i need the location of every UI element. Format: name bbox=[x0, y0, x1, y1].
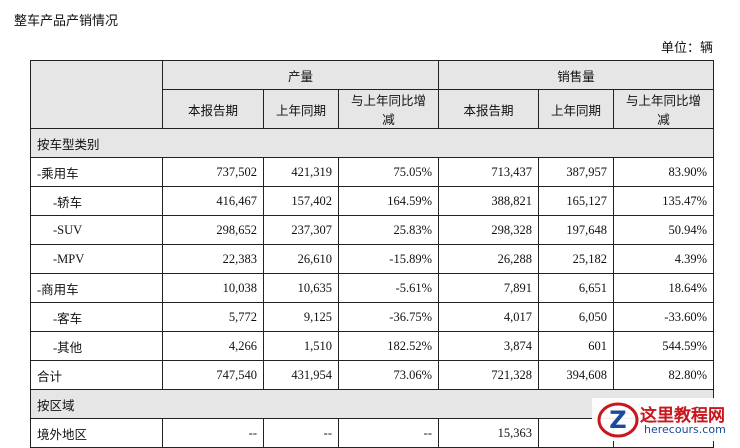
unit: 单位：辆 bbox=[660, 40, 713, 55]
cell: 157,402 bbox=[263, 186, 339, 216]
table-row: -其他 4,266 1,510 182.52% 3,874 601 544.59% bbox=[30, 331, 714, 361]
cell: 388,821 bbox=[438, 186, 539, 216]
watermark-url: herecours.com bbox=[644, 423, 726, 436]
cell: 22,383 bbox=[162, 244, 264, 274]
row-label: 合计 bbox=[30, 360, 163, 390]
cell: 6,050 bbox=[538, 302, 614, 332]
svg-text:Z: Z bbox=[609, 406, 626, 434]
table: 产量 销售量 本报告期 上年同期 与上年同比增减 本报告期 上年同期 与上年同比增减 按车型类… bbox=[30, 60, 714, 448]
group-header: 产量 bbox=[162, 60, 439, 90]
watermark-logo: Z bbox=[597, 402, 639, 438]
table-row: -客车 5,772 9,125 -36.75% 4,017 6,050 -33.60% bbox=[30, 302, 714, 332]
cell: 421,319 bbox=[263, 157, 339, 187]
cell: 197,648 bbox=[538, 215, 614, 245]
cell: 416,467 bbox=[162, 186, 264, 216]
cell: 26,288 bbox=[438, 244, 539, 274]
cell: -- bbox=[338, 418, 439, 448]
cell: 9,125 bbox=[263, 302, 339, 332]
table-row: 按车型类别 bbox=[30, 128, 714, 158]
cell: -5.61% bbox=[338, 273, 439, 303]
cell: 4,017 bbox=[438, 302, 539, 332]
header-row: 产量 销售量 bbox=[30, 60, 714, 129]
table-head: 产量 销售量 本报告期 上年同期 与上年同比增减 本报告期 上年同期 与上年同比增减 bbox=[30, 60, 714, 129]
cell: 3,874 bbox=[438, 331, 539, 361]
cell: 4,266 bbox=[162, 331, 264, 361]
cell: -15.89% bbox=[338, 244, 439, 274]
cell: 431,954 bbox=[263, 360, 339, 390]
cell: 182.52% bbox=[338, 331, 439, 361]
cell: 10,635 bbox=[263, 273, 339, 303]
column-header: 本报告期 bbox=[162, 89, 264, 129]
header-row: 本报告期 上年同期 与上年同比增减 本报告期 上年同期 与上年同比增减 bbox=[31, 89, 714, 129]
column-header: 上年同期 bbox=[538, 89, 614, 129]
cell: 75.05% bbox=[338, 157, 439, 187]
row-label: -轿车 bbox=[30, 186, 163, 216]
cell: 737,502 bbox=[162, 157, 264, 187]
row-label: 境外地区 bbox=[30, 418, 163, 448]
cell: 5,772 bbox=[162, 302, 264, 332]
cell: 83.90% bbox=[613, 157, 714, 187]
cell: 601 bbox=[538, 331, 614, 361]
column-header: 与上年同比增减 bbox=[338, 89, 439, 129]
cell: 164.59% bbox=[338, 186, 439, 216]
cell: -- bbox=[162, 418, 264, 448]
row-label: -SUV bbox=[30, 215, 163, 245]
column-header: 本报告期 bbox=[438, 89, 539, 129]
cell: 387,957 bbox=[538, 157, 614, 187]
cell: 165,127 bbox=[538, 186, 614, 216]
column-header: 上年同期 bbox=[263, 89, 339, 129]
cell: -- bbox=[263, 418, 339, 448]
cell: 298,652 bbox=[162, 215, 264, 245]
cell: 25.83% bbox=[338, 215, 439, 245]
watermark-name: 这里教程网 bbox=[640, 406, 725, 426]
cell: -36.75% bbox=[338, 302, 439, 332]
cell: -33.60% bbox=[613, 302, 714, 332]
cell: 1,510 bbox=[263, 331, 339, 361]
cell: 713,437 bbox=[438, 157, 539, 187]
cell: 26,610 bbox=[263, 244, 339, 274]
cell: 6,651 bbox=[538, 273, 614, 303]
table-row: -乘用车 737,502 421,319 75.05% 713,437 387,957 83… bbox=[30, 157, 714, 187]
cell: 7,891 bbox=[438, 273, 539, 303]
cell: 50.94% bbox=[613, 215, 714, 245]
cell: 15,363 bbox=[438, 418, 539, 448]
cell: 18.64% bbox=[613, 273, 714, 303]
cell: 544.59% bbox=[613, 331, 714, 361]
row-label: -商用车 bbox=[30, 273, 163, 303]
row-label: -乘用车 bbox=[30, 157, 163, 187]
cell: 82.80% bbox=[613, 360, 714, 390]
cell: 135.47% bbox=[613, 186, 714, 216]
row-label: -MPV bbox=[30, 244, 163, 274]
corner-cell bbox=[30, 60, 163, 129]
title: 整车产品产销情况 bbox=[14, 13, 119, 28]
table-row: 合计 747,540 431,954 73.06% 721,328 394,608 82.8… bbox=[30, 360, 714, 390]
cell: 25,182 bbox=[538, 244, 614, 274]
watermark: Z 这里教程网 herecours.com bbox=[592, 398, 740, 441]
table-row: -轿车 416,467 157,402 164.59% 388,821 165,127 13… bbox=[30, 186, 714, 216]
column-header: 与上年同比增减 bbox=[613, 89, 714, 129]
cell: 73.06% bbox=[338, 360, 439, 390]
cell: 4.39% bbox=[613, 244, 714, 274]
cell: 10,038 bbox=[162, 273, 264, 303]
group-header: 销售量 bbox=[438, 60, 714, 90]
row-label: -其他 bbox=[30, 331, 163, 361]
cell: 298,328 bbox=[438, 215, 539, 245]
table-row: -MPV 22,383 26,610 -15.89% 26,288 25,182 4.39% bbox=[30, 244, 714, 274]
section-cell: 按车型类别 bbox=[30, 128, 714, 158]
cell: 237,307 bbox=[263, 215, 339, 245]
row-label: -客车 bbox=[30, 302, 163, 332]
cell: 747,540 bbox=[162, 360, 264, 390]
cell: 721,328 bbox=[438, 360, 539, 390]
table-row: -SUV 298,652 237,307 25.83% 298,328 197,648 50… bbox=[30, 215, 714, 245]
cell: 394,608 bbox=[538, 360, 614, 390]
table-row: -商用车 10,038 10,635 -5.61% 7,891 6,651 18.64% bbox=[30, 273, 714, 303]
